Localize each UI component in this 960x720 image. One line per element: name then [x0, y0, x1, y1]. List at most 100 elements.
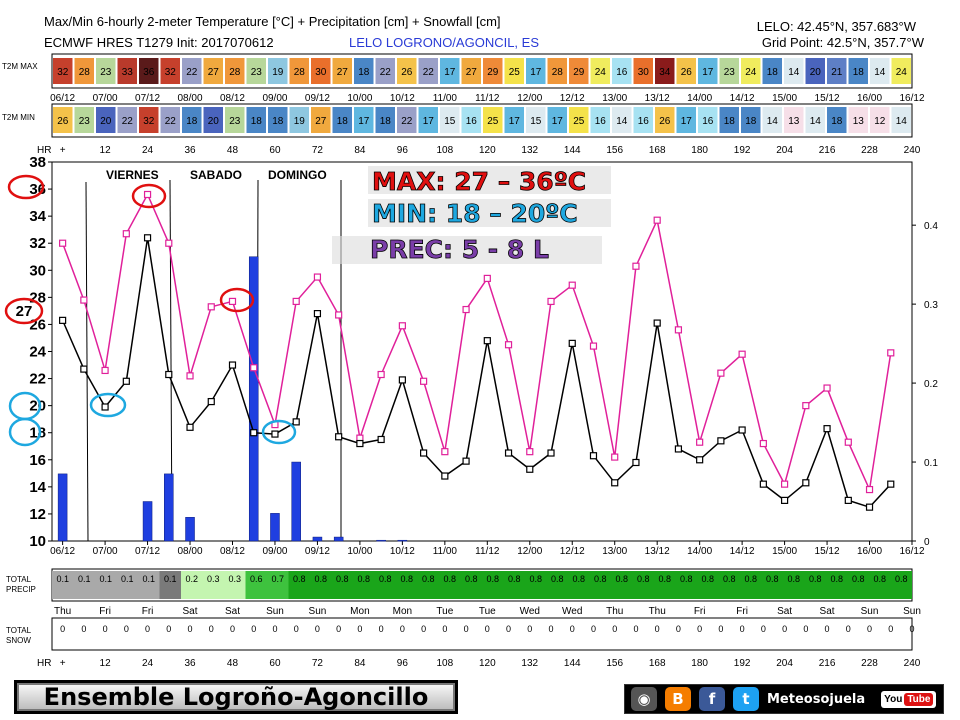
hour-tick-label: 36	[184, 145, 196, 156]
total-precip-value: 0.8	[422, 574, 435, 584]
total-snow-value: 0	[166, 624, 171, 634]
youtube-text-1: You	[884, 693, 903, 705]
precip-bar	[142, 501, 153, 542]
t2m-min-cell	[827, 107, 847, 133]
total-precip-cell	[761, 571, 783, 599]
t2m-max-cell	[676, 58, 696, 84]
t2m-min-cell	[612, 107, 632, 133]
t2m-min-cell	[418, 107, 438, 133]
circle-y-36	[7, 174, 45, 200]
min-temp-point	[441, 472, 449, 480]
t2m-max-value: 14	[788, 67, 800, 78]
t2m-min-cell	[633, 107, 653, 133]
total-precip-cell	[611, 571, 633, 599]
facebook-icon[interactable]: f	[699, 687, 725, 711]
date-tick-label: 08/00	[178, 93, 203, 104]
date-tick-label: 15/12	[815, 93, 840, 104]
total-precip-cell	[202, 571, 224, 599]
model-init: ECMWF HRES T1279 Init: 2017070612	[44, 35, 274, 50]
t2m-min-value: 18	[186, 116, 198, 127]
precip-bar	[57, 473, 68, 542]
t2m-max-cell	[375, 58, 395, 84]
t2m-min-value: 16	[466, 116, 478, 127]
max-temp-point	[462, 305, 470, 314]
total-precip-cell	[116, 571, 138, 599]
date-tick-label: 14/12	[730, 93, 755, 104]
t2m-max-cell	[504, 58, 524, 84]
t2m-max-value: 22	[186, 67, 198, 78]
t2m-max-cell	[762, 58, 782, 84]
total-precip-cell	[439, 571, 461, 599]
t2m-max-value: 30	[315, 67, 327, 78]
total-snow-label-2: SNOW	[6, 636, 31, 645]
min-temp-point	[271, 430, 279, 438]
t2m-max-cell	[698, 58, 718, 84]
min-temp-point	[313, 310, 322, 318]
t2m-max-cell	[870, 58, 890, 84]
t2m-max-value: 29	[573, 67, 585, 78]
t2m-min-value: 22	[122, 116, 134, 127]
t2m-max-value: 18	[358, 67, 370, 78]
t2m-max-value: 34	[659, 67, 671, 78]
y-tick-label: 38	[29, 154, 46, 171]
t2m-max-value: 25	[509, 67, 521, 78]
total-snow-value: 0	[379, 624, 384, 634]
hr-label-top: HR	[37, 145, 51, 156]
min-temp-point	[101, 403, 109, 411]
total-snow-value: 0	[81, 624, 86, 634]
total-snow-value: 0	[803, 624, 808, 634]
circle-y-27	[4, 297, 44, 325]
max-box-bg	[368, 166, 611, 194]
t2m-max-value: 23	[251, 67, 263, 78]
hour-tick-label: 204	[776, 658, 793, 669]
t2m-max-cell	[891, 58, 911, 84]
t2m-min-value: 20	[100, 116, 112, 127]
min-temp-point	[738, 426, 746, 434]
t2m-max-value: 27	[337, 67, 349, 78]
hour-tick-label: 12	[100, 145, 112, 156]
min-temp-point	[547, 449, 555, 457]
y2-tick-label: 0.3	[924, 300, 938, 311]
date-tick-label: 10/00	[347, 93, 372, 104]
min-temp-point	[228, 361, 237, 369]
max-temp-point	[823, 384, 831, 392]
date-tick-label: 14/00	[687, 93, 712, 104]
total-snow-value: 0	[633, 624, 638, 634]
t2m-max-value: 17	[530, 67, 542, 78]
total-precip-value: 0.8	[400, 574, 413, 584]
total-snow-value: 0	[761, 624, 766, 634]
max-temp-point	[101, 366, 109, 375]
total-snow-value: 0	[400, 624, 405, 634]
hour-tick-label: 96	[397, 145, 409, 156]
twitter-icon[interactable]: t	[733, 687, 759, 711]
camera-icon[interactable]: ◉	[631, 687, 657, 711]
t2m-max-cell	[655, 58, 675, 84]
youtube-icon[interactable]: You Tube	[881, 690, 937, 708]
max-temp-point	[780, 480, 789, 488]
t2m-min-value: 16	[702, 116, 714, 127]
t2m-min-value: 17	[509, 116, 521, 127]
blogger-icon[interactable]: B	[665, 687, 691, 711]
min-temp-point	[717, 437, 725, 445]
date-tick-label: 13/12	[645, 93, 670, 104]
t2m-min-cell	[504, 107, 524, 133]
total-snow-value: 0	[888, 624, 893, 634]
t2m-min-cell	[332, 107, 352, 133]
t2m-max-cell	[203, 58, 223, 84]
total-precip-cell	[331, 571, 353, 599]
hour-tick-label: 48	[227, 145, 239, 156]
total-precip-value: 0.8	[852, 574, 865, 584]
total-precip-value: 0.8	[766, 574, 779, 584]
total-precip-value: 0.1	[164, 574, 177, 584]
t2m-min-value: 18	[380, 116, 392, 127]
total-precip-cell	[460, 571, 482, 599]
t2m-min-value: 13	[853, 116, 865, 127]
total-precip-cell	[890, 571, 912, 599]
t2m-max-cell	[289, 58, 309, 84]
hour-tick-label: 168	[649, 658, 666, 669]
station-name: LELO LOGRONO/AGONCIL, ES	[349, 35, 539, 50]
weekday-tick-label: Mon	[393, 606, 412, 617]
t2m-max-cell	[848, 58, 868, 84]
total-snow-value: 0	[124, 624, 129, 634]
date-tick-label: 07/00	[93, 93, 118, 104]
